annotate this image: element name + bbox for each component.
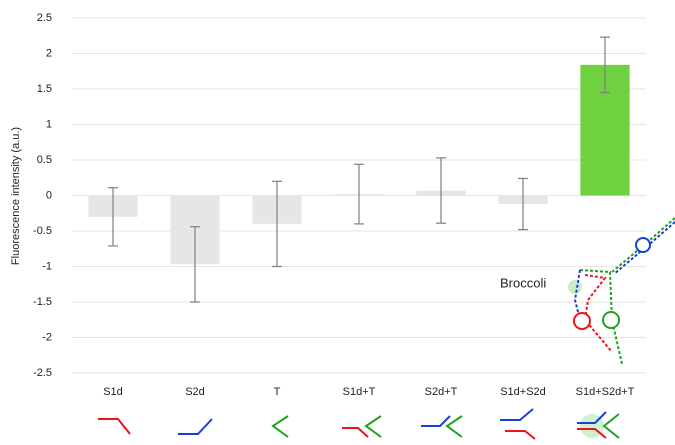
x-tick-label: S2d+T (425, 386, 458, 398)
y-axis-label: Fluorescence intensity (a.u.) (10, 127, 22, 265)
x-tick-label: S2d (185, 386, 205, 398)
y-tick-label: 0 (46, 189, 52, 201)
y-tick-label: 0.5 (37, 154, 52, 166)
y-tick-label: 1 (46, 118, 52, 130)
y-tick-label: 2 (46, 47, 52, 59)
y-tick-label: -2.5 (33, 367, 52, 379)
chart: Fluorescence intensity (a.u.) -2.5 -2 -1.5… (0, 0, 675, 445)
broccoli-diagram (568, 218, 675, 364)
annotation: Broccoli (500, 275, 546, 290)
x-tick-label: S1d+T (343, 386, 376, 398)
y-tick-label: -1.5 (33, 296, 52, 308)
y-tick-label: -1 (42, 260, 52, 272)
x-tick-label: T (274, 386, 281, 398)
x-tick-label: S1d (103, 386, 123, 398)
x-tick-label: S1d+S2d (500, 386, 546, 398)
y-tick-label: -2 (42, 331, 52, 343)
y-tick-label: 1.5 (37, 83, 52, 95)
y-tick-label: -0.5 (33, 225, 52, 237)
strand-icons (98, 409, 619, 439)
y-tick-label: 2.5 (37, 12, 52, 24)
x-tick-label: S1d+S2d+T (576, 386, 635, 398)
